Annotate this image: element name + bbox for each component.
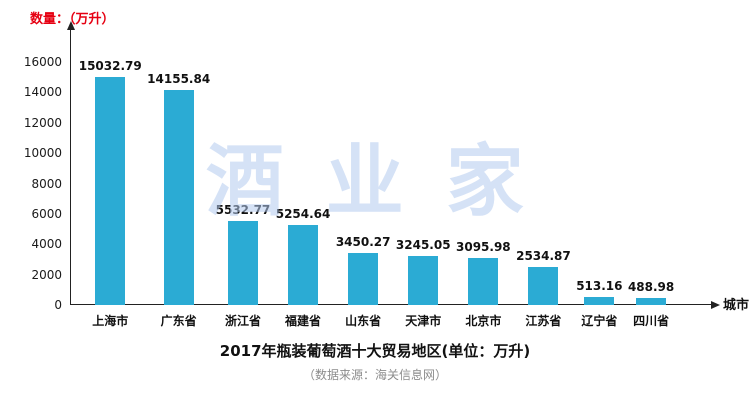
bar-value-label: 3450.27 [335, 234, 391, 249]
y-tick-label: 0 [54, 298, 62, 312]
chart-title: 2017年瓶装葡萄酒十大贸易地区(单位：万升) [219, 342, 531, 360]
bar-group: 15032.79 上海市 [78, 58, 142, 328]
bar [408, 255, 439, 305]
y-tick-label: 12000 [23, 115, 62, 130]
x-axis-category-label: 江苏省 [525, 314, 562, 328]
y-axis-line [70, 30, 71, 305]
bar [584, 297, 615, 305]
x-axis-category-label: 北京市 [465, 314, 502, 328]
x-axis-category-label: 四川省 [633, 314, 670, 328]
y-axis-unit-label: 数量：（万升） [30, 12, 115, 27]
x-axis-line [70, 304, 711, 305]
plot-area: 0 2000 4000 6000 8000 10000 12000 14000 16000 15… [24, 21, 749, 328]
x-axis-arrow-icon [711, 301, 720, 309]
x-axis-category-label: 广东省 [160, 314, 197, 328]
bar-group: 3450.27 山东省 [335, 234, 391, 328]
x-axis-category-label: 辽宁省 [581, 314, 618, 328]
bar-value-label: 15032.79 [78, 58, 142, 73]
bar [528, 266, 559, 305]
y-tick-label: 14000 [23, 85, 62, 100]
bar [163, 90, 194, 305]
y-tick-label: 16000 [23, 55, 62, 69]
bars: 15032.79 上海市 14155.84 广东省 5532.77 浙江省 5254.64 福… [76, 30, 677, 328]
bar-value-label: 488.98 [627, 279, 675, 294]
bar-value-label: 2534.87 [516, 248, 571, 263]
bar-group: 3245.05 天津市 [395, 237, 451, 328]
x-axis-category-label: 山东省 [345, 314, 382, 328]
y-tick-label: 2000 [31, 267, 62, 282]
y-ticks: 0 2000 4000 6000 8000 10000 12000 14000 16000 [24, 30, 705, 312]
bar-group: 3095.98 北京市 [456, 239, 511, 328]
bar-value-label: 3095.98 [456, 239, 511, 254]
y-tick-label: 4000 [31, 237, 62, 252]
bar-value-label: 14155.84 [147, 72, 211, 87]
bar [468, 257, 499, 305]
x-axis-title: 城市 [723, 298, 750, 313]
bar [95, 76, 126, 305]
bar-group: 14155.84 广东省 [147, 72, 211, 328]
bar-value-label: 3245.05 [395, 237, 451, 252]
bar-group: 2534.87 江苏省 [516, 248, 571, 328]
bar [288, 225, 319, 305]
bar [227, 220, 258, 305]
bar [348, 252, 379, 305]
x-axis-category-label: 福建省 [285, 314, 322, 328]
bar-group: 513.16 辽宁省 [576, 279, 623, 328]
y-tick-label: 6000 [31, 206, 62, 221]
x-axis-category-label: 天津市 [405, 314, 442, 328]
y-tick-label: 10000 [23, 146, 62, 161]
x-axis-category-label: 浙江省 [224, 314, 261, 328]
bar-value-label: 513.16 [576, 279, 623, 294]
y-axis-arrow-icon [67, 21, 75, 30]
bar-group: 5532.77 浙江省 [215, 202, 271, 328]
data-source: （数据来源：海关信息网） [302, 368, 447, 382]
bar-value-label: 5254.64 [275, 207, 331, 222]
bar [636, 297, 667, 305]
bar-group: 488.98 四川省 [627, 279, 675, 328]
x-axis-category-label: 上海市 [92, 314, 129, 328]
y-tick-label: 8000 [31, 176, 62, 191]
bar-value-label: 5532.77 [215, 202, 271, 217]
bar-group: 5254.64 福建省 [275, 207, 331, 328]
